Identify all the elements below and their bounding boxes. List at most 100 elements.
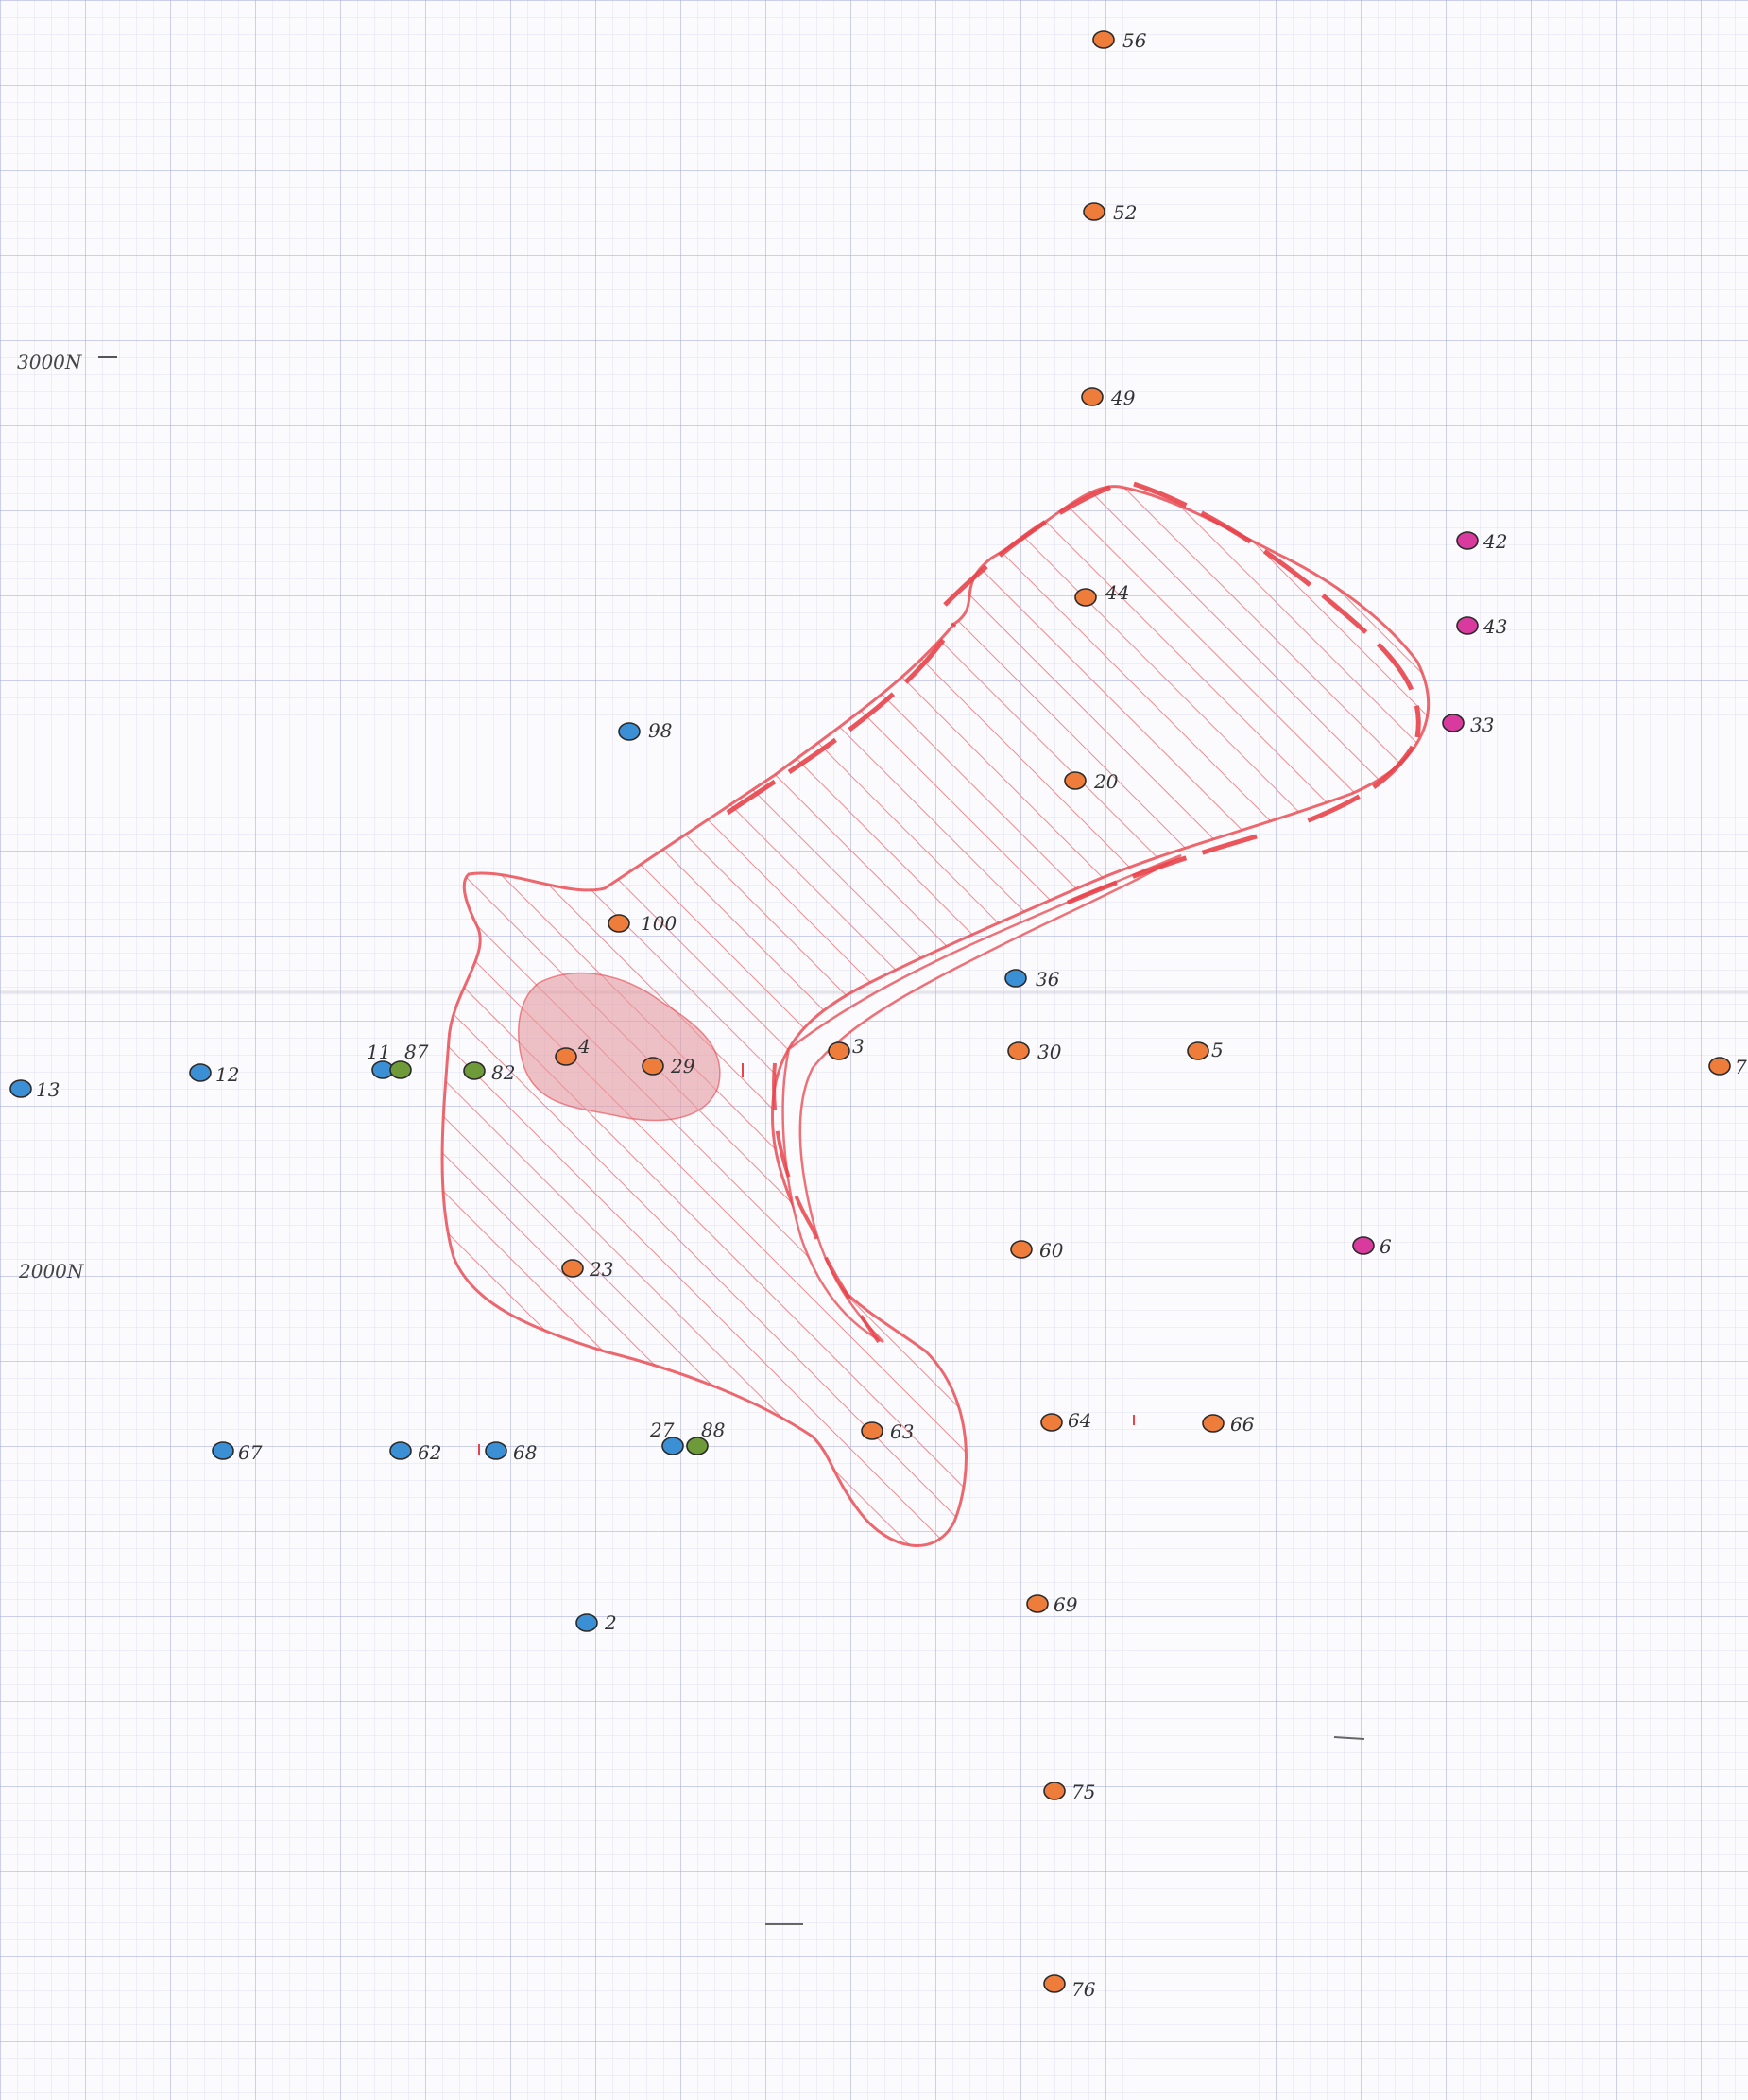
sample-point-2[interactable]: 2 [575,1611,617,1634]
sample-label: 43 [1482,615,1507,638]
sample-marker [9,1079,32,1098]
sample-label: 98 [648,719,672,742]
sample-point-60[interactable]: 60 [1010,1239,1064,1262]
sample-point-76[interactable]: 76 [1043,1974,1096,2001]
sample-marker [389,1441,412,1460]
sample-point-44[interactable]: 44 [1074,581,1129,607]
sample-point-27[interactable]: 27 [649,1419,684,1455]
sample-point-29[interactable]: 29 [642,1055,695,1077]
sample-point-23[interactable]: 23 [561,1258,613,1281]
sample-marker [463,1061,486,1080]
sample-marker [1010,1240,1033,1259]
sample-point-62[interactable]: 62 [389,1441,441,1464]
sample-point-98[interactable]: 98 [618,719,672,742]
sample-marker [642,1057,664,1076]
sample-point-52[interactable]: 52 [1083,201,1137,224]
sample-marker [1043,1974,1066,1993]
sample-marker [555,1047,577,1066]
sample-marker [1456,616,1479,635]
sample-point-87[interactable]: 87 [389,1041,429,1079]
stray-marks [478,1063,1365,1925]
anomaly-inner-channel [781,853,1182,1344]
sample-point-82[interactable]: 82 [463,1061,515,1084]
sample-point-3[interactable]: 3 [828,1035,865,1060]
sample-point-49[interactable]: 49 [1081,387,1136,409]
sample-marker [1202,1414,1225,1433]
sample-label: 52 [1113,201,1137,224]
sample-point-30[interactable]: 30 [1007,1041,1062,1063]
sample-label: 4 [577,1035,591,1058]
sample-point-42[interactable]: 42 [1456,530,1507,553]
sample-point-36[interactable]: 36 [1004,968,1060,990]
sample-marker [686,1437,709,1455]
sample-label: 82 [491,1061,515,1084]
anomaly-zone [440,479,1431,1547]
sample-point-7[interactable]: 7 [1708,1056,1747,1078]
sample-point-69[interactable]: 69 [1026,1593,1078,1616]
anomaly-core-zone [518,972,721,1122]
sample-label: 20 [1093,770,1119,793]
sample-marker [1043,1782,1066,1800]
sample-marker [1187,1041,1209,1060]
sample-marker [661,1437,684,1455]
sample-point-63[interactable]: 63 [861,1420,914,1443]
sample-label: 44 [1105,581,1129,604]
sample-point-6[interactable]: 6 [1352,1235,1392,1258]
sample-marker [212,1441,234,1460]
northing-label-2000: 2000N [18,1260,85,1282]
sample-label: 60 [1039,1239,1064,1262]
sample-label: 62 [418,1441,441,1464]
sample-label: 64 [1068,1409,1091,1432]
sample-marker [1007,1041,1030,1060]
sample-label: 27 [649,1419,675,1441]
sample-marker [1074,588,1097,607]
sample-marker [575,1613,598,1632]
sample-label: 68 [513,1441,537,1464]
sample-label: 2 [604,1611,617,1634]
sample-marker [1442,714,1465,732]
sample-point-67[interactable]: 67 [212,1441,263,1464]
sample-marker [861,1421,883,1440]
sample-marker [1040,1413,1063,1432]
sample-marker [618,722,641,741]
sample-label: 13 [36,1078,60,1101]
sample-point-11[interactable]: 11 [367,1041,394,1079]
sample-label: 12 [215,1063,239,1086]
sample-marker [1083,202,1105,221]
sample-point-66[interactable]: 66 [1202,1413,1255,1436]
sample-label: 5 [1211,1039,1224,1061]
sample-point-56[interactable]: 56 [1092,29,1147,52]
sample-label: 33 [1470,714,1494,736]
sample-point-20[interactable]: 20 [1064,770,1119,793]
sample-label: 67 [238,1441,263,1464]
sample-label: 76 [1071,1978,1096,2001]
sample-label: 11 [367,1041,390,1063]
sample-point-64[interactable]: 64 [1040,1409,1091,1432]
sample-point-13[interactable]: 13 [9,1078,60,1101]
sample-marker [1081,387,1104,406]
sample-point-33[interactable]: 33 [1442,714,1494,736]
sample-point-43[interactable]: 43 [1456,615,1507,638]
sample-point-100[interactable]: 100 [608,912,677,935]
sample-label: 49 [1110,387,1136,409]
sample-marker [389,1060,412,1079]
sample-label: 66 [1230,1413,1255,1436]
sample-marker [1004,969,1027,988]
sample-marker [828,1041,850,1060]
sample-marker [189,1063,212,1082]
sample-label: 3 [852,1035,865,1058]
sample-point-4[interactable]: 4 [555,1035,591,1066]
sample-marker [561,1259,584,1278]
sample-point-75[interactable]: 75 [1043,1781,1095,1803]
sample-point-5[interactable]: 5 [1187,1039,1224,1061]
sample-point-68[interactable]: 68 [485,1441,537,1464]
sample-point-12[interactable]: 12 [189,1063,239,1086]
sample-point-88[interactable]: 88 [686,1419,725,1455]
sample-label: 36 [1036,968,1060,990]
sample-label: 23 [589,1258,613,1281]
sample-marker [1064,771,1087,790]
sample-label: 30 [1037,1041,1062,1063]
sample-marker [485,1441,507,1460]
sample-label: 75 [1071,1781,1095,1803]
